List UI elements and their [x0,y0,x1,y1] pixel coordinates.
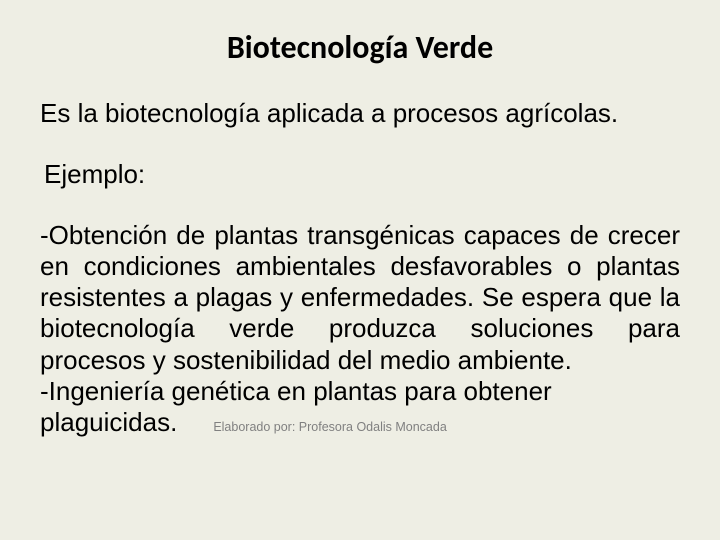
example-label: Ejemplo: [44,159,680,190]
intro-text: Es la biotecnología aplicada a procesos … [40,99,680,129]
slide-title: Biotecnología Verde [40,28,680,67]
last-line-row: plaguicidas. Elaborado por: Profesora Od… [40,407,680,438]
body-paragraph-1: -Obtención de plantas transgénicas capac… [40,220,680,376]
body-paragraph-2-lastword: plaguicidas. [40,407,177,438]
credit-line: Elaborado por: Profesora Odalis Moncada [213,420,446,434]
body-paragraph-2: -Ingeniería genética en plantas para obt… [40,376,680,407]
